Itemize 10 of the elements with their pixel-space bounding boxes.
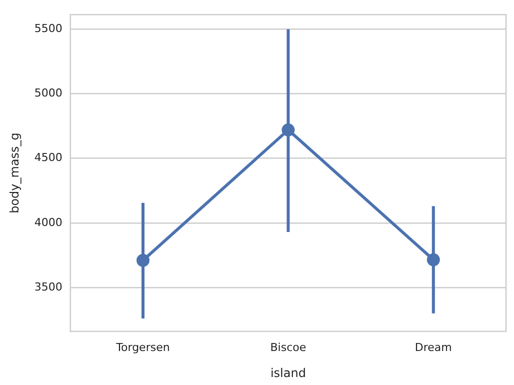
x-axis-title: island <box>270 366 306 380</box>
x-tick-label: Torgersen <box>115 340 170 354</box>
y-tick-label: 5000 <box>34 86 62 100</box>
x-tick-label: Biscoe <box>270 340 306 354</box>
y-axis-title: body_mass_g <box>7 132 22 214</box>
y-tick-label: 4500 <box>34 151 62 164</box>
y-tick-label: 3500 <box>34 280 62 294</box>
x-tick-label: Dream <box>414 340 452 354</box>
y-tick-label: 4000 <box>34 216 62 229</box>
y-tick-label: 5500 <box>34 22 62 36</box>
